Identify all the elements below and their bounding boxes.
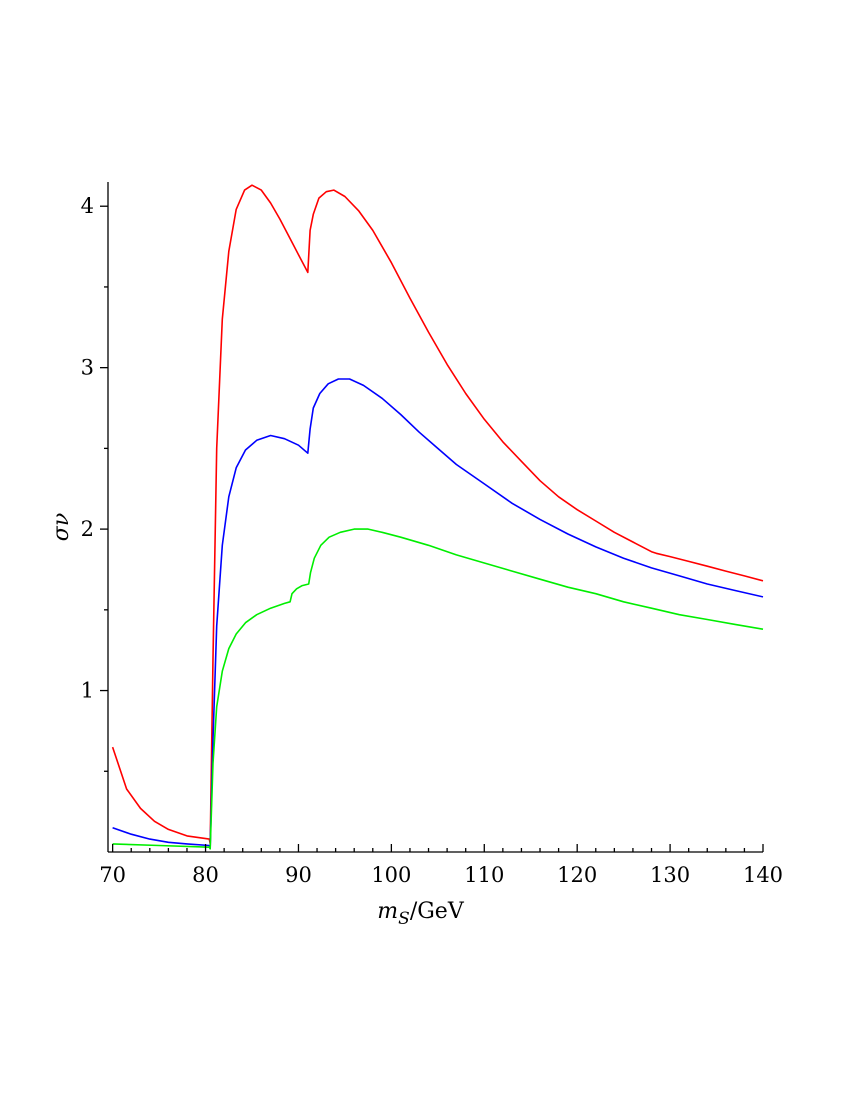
y-tick-label: 2 [81, 517, 94, 541]
x-axis-title: mS/GeV [377, 899, 465, 929]
x-tick-label: 90 [285, 863, 312, 887]
y-axis-title: σν [49, 513, 74, 541]
y-tick-label: 1 [81, 679, 94, 703]
x-tick-label: 80 [192, 863, 219, 887]
series-line-3 [112, 528, 764, 850]
series-line-1 [111, 184, 764, 845]
x-tick-label: 100 [371, 863, 411, 887]
x-axis-title-unit: /GeV [410, 899, 465, 924]
y-axis-ticks: 1 2 3 4 [81, 194, 108, 772]
x-axis-title-sub: S [398, 909, 410, 929]
x-axis-ticks: 70 80 90 100 110 120 130 140 [99, 844, 783, 887]
x-tick-label: 70 [99, 863, 126, 887]
x-tick-label: 110 [464, 863, 504, 887]
y-tick-label: 4 [81, 194, 94, 218]
axes: 70 80 90 100 110 120 130 140 1 2 3 4 [81, 182, 783, 887]
series-line-2 [112, 378, 764, 848]
y-tick-label: 3 [81, 356, 94, 380]
plot-area [111, 184, 764, 850]
x-tick-label: 130 [650, 863, 690, 887]
x-tick-label: 120 [557, 863, 597, 887]
x-axis-title-var: m [377, 899, 398, 924]
x-tick-label: 140 [743, 863, 783, 887]
